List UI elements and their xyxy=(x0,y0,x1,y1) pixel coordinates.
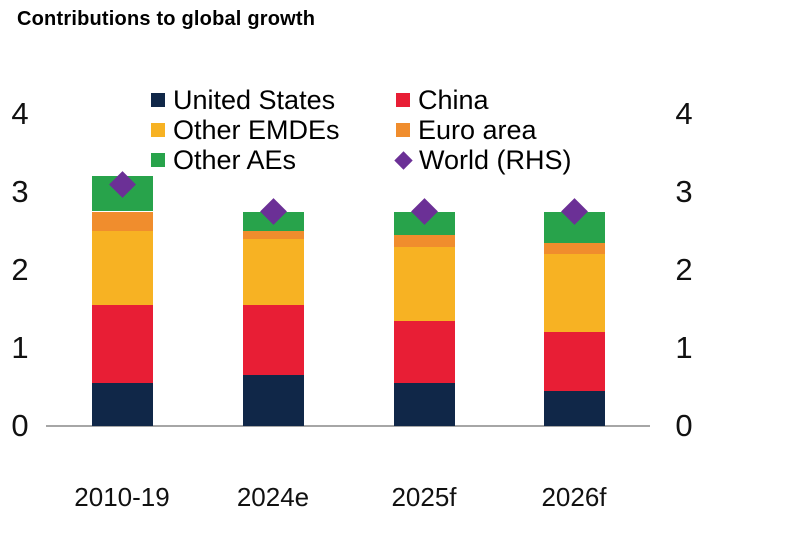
legend-swatch-icon xyxy=(151,123,165,137)
y-tick-left-4: 4 xyxy=(11,96,29,131)
bar-segment-2026f-united-states xyxy=(543,390,605,426)
y-tick-right-0: 0 xyxy=(675,408,693,443)
bar-segment-2025f-china xyxy=(393,320,455,384)
legend: United States China Other EMDEs Euro area Ot… xyxy=(151,85,626,175)
bar-segment-2010-19-united-states xyxy=(91,383,153,426)
bar-segment-2010-19-china xyxy=(91,305,153,384)
diamond-marker-icon xyxy=(394,150,413,170)
x-label-2025f: 2025f xyxy=(391,482,457,512)
bar-segment-2010-19-other-emdes xyxy=(91,231,153,306)
x-axis-line xyxy=(46,425,650,427)
x-label-2024e: 2024e xyxy=(236,482,310,512)
x-label-2026f: 2026f xyxy=(541,482,607,512)
legend-label: Other EMDEs xyxy=(173,114,340,145)
legend-item-euro-area: Euro area xyxy=(396,114,626,145)
legend-item-other-aes: Other AEs xyxy=(151,144,396,175)
legend-item-world-rhs: World (RHS) xyxy=(394,144,626,175)
legend-item-other-emdes: Other EMDEs xyxy=(151,114,396,145)
bar-segment-2025f-united-states xyxy=(393,383,455,426)
legend-label: Other AEs xyxy=(173,144,297,175)
bar-segment-2024e-euro-area xyxy=(242,231,304,239)
legend-label: China xyxy=(418,84,489,115)
legend-swatch-icon xyxy=(396,123,410,137)
x-label-2010-19: 2010-19 xyxy=(74,482,170,512)
bar-segment-2024e-other-emdes xyxy=(242,238,304,306)
legend-item-china: China xyxy=(396,84,626,115)
bar-segment-2026f-euro-area xyxy=(543,242,605,255)
legend-swatch-icon xyxy=(151,93,165,107)
bar-segment-2026f-other-emdes xyxy=(543,254,605,333)
bar-segment-2024e-united-states xyxy=(242,375,304,426)
chart-title: Contributions to global growth xyxy=(17,8,316,30)
y-tick-left-2: 2 xyxy=(11,252,29,287)
y-tick-right-1: 1 xyxy=(675,330,693,365)
legend-swatch-icon xyxy=(151,153,165,167)
legend-item-united-states: United States xyxy=(151,84,396,115)
y-tick-right-3: 3 xyxy=(675,174,693,209)
legend-swatch-icon xyxy=(396,93,410,107)
y-tick-left-0: 0 xyxy=(11,408,29,443)
bar-segment-2025f-euro-area xyxy=(393,234,455,247)
bar-segment-2010-19-euro-area xyxy=(91,211,153,231)
bar-segment-2025f-other-emdes xyxy=(393,246,455,321)
legend-label: World (RHS) xyxy=(419,144,572,175)
y-tick-right-4: 4 xyxy=(675,96,693,131)
legend-label: Euro area xyxy=(418,114,537,145)
y-tick-right-2: 2 xyxy=(675,252,693,287)
bar-segment-2024e-china xyxy=(242,305,304,376)
y-tick-left-3: 3 xyxy=(11,174,29,209)
y-tick-left-1: 1 xyxy=(11,330,29,365)
bar-segment-2026f-china xyxy=(543,332,605,391)
legend-label: United States xyxy=(173,84,336,115)
